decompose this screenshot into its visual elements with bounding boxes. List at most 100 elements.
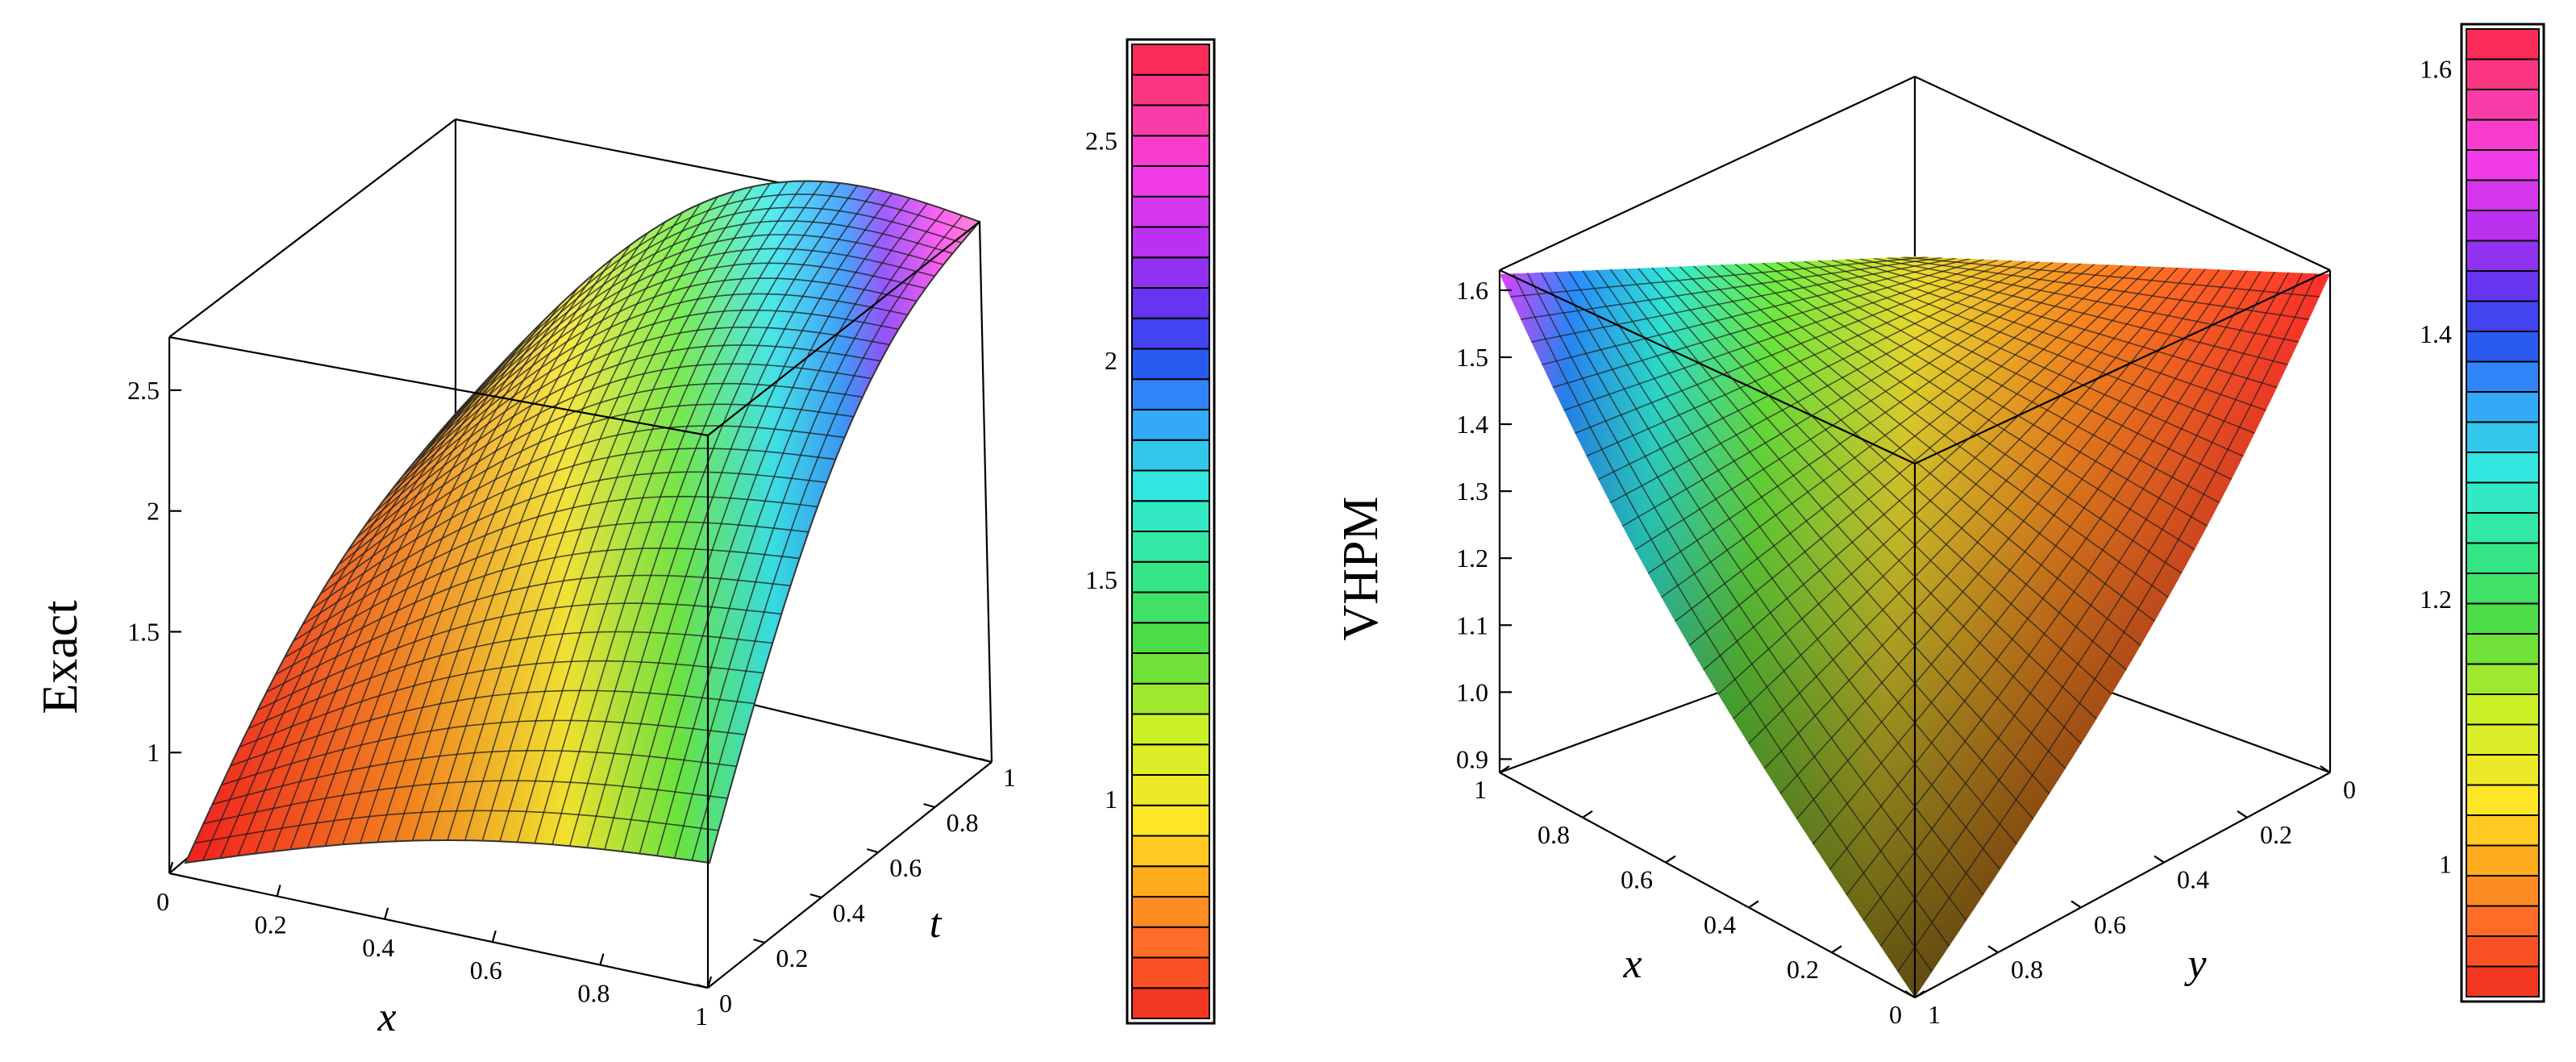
colorbar-cell [1131,256,1210,289]
colorbar-cell [1131,165,1210,198]
vhpm-x-tick-mark [1582,810,1593,818]
vhpm-y-tick-mark [2237,810,2248,818]
colorbar-cell [2466,391,2540,423]
vhpm-x-tick-mark [1748,900,1759,909]
vhpm-z-tick-label: 1.0 [1456,677,1488,706]
colorbar-cell [2466,149,2540,181]
colorbar-cell [2466,239,2540,272]
vhpm-y-tick-label: 0.2 [2260,820,2292,849]
exact-x-tick-label: 0 [156,887,169,916]
z-axis-label-vhpm: VHPM [1334,496,1388,640]
colorbar-cell [1131,865,1210,897]
colorbar-cell [2466,844,2540,877]
colorbar-cell [1131,409,1210,441]
vhpm-z-tick-label: 1.2 [1456,543,1488,573]
vhpm-y-tick-label: 0.8 [2011,955,2043,984]
colorbar-cell [1131,682,1210,715]
colorbar-cell [1131,774,1210,806]
colorbar-cell [1131,622,1210,654]
colorbar-tick-label: 2.5 [1085,127,1117,156]
exact-surface [185,181,980,863]
exact-t-tick-mark [696,983,709,989]
vhpm-x-tick-mark [1831,945,1842,954]
colorbar-cell [1131,500,1210,532]
exact-t-tick-mark [866,848,879,854]
plot1-ticks: 11.522.500.20.40.60.81 00.20.40.60.81 [127,376,1016,1031]
colorbar-cell [2466,633,2540,665]
colorbar-cell [2466,784,2540,816]
colorbar-cell [2466,723,2540,756]
plot2-front-frame [1499,269,2332,998]
exact-z-tick-label: 1 [147,738,160,767]
exact-t-tick-label: 0.4 [833,898,865,927]
exact-x-tick-label: 1 [695,1002,708,1031]
vhpm-x-tick-mark [1665,855,1676,864]
colorbar-cell [1131,956,1210,989]
colorbar-tick-label: 1.2 [2420,585,2452,614]
colorbar-cell [1131,835,1210,868]
colorbar-cell [1131,713,1210,746]
vhpm-z-tick-label: 1.3 [1456,477,1488,506]
colorbar-cell [2466,663,2540,695]
exact-t-tick-label: 0.8 [947,808,979,837]
vhpm-y-tick-mark [2320,765,2331,773]
colorbar-tick-label: 1.4 [2420,319,2452,348]
colorbar-vhpm: 1 1.2 1.4 1.6 [2420,23,2545,1003]
exact-surface-plot: 11.522.500.20.40.60.81 00.20.40.60.81 Exa… [33,118,1016,1040]
exact-z-tick-label: 1.5 [127,617,160,646]
colorbar-cell [2466,300,2540,332]
y-axis-label: y [2183,941,2207,987]
colorbar-cell [2466,814,2540,847]
colorbar-cell [2466,481,2540,514]
vhpm-z-tick-label: 1.5 [1456,343,1488,372]
colorbar-cell [2466,905,2540,937]
colorbar-cell [2466,421,2540,453]
vhpm-y-tick-mark [1904,990,1916,998]
colorbar-cell [1131,348,1210,381]
colorbar-cell [1131,469,1210,502]
exact-t-tick-mark [923,802,935,809]
x-axis-label: x [377,994,396,1040]
colorbar-cell [1131,378,1210,410]
t-axis-label: t [930,901,943,947]
colorbar-cell [1131,317,1210,350]
colorbar-cell [2466,119,2540,151]
colorbar-cell [1131,226,1210,259]
x-axis-label-2: x [1622,941,1642,987]
exact-z-tick-label: 2 [147,497,160,526]
colorbar-cell [1131,560,1210,593]
colorbar-tick-label: 1.5 [1085,565,1117,594]
exact-t-tick-mark [809,893,822,899]
colorbar-cell [1131,804,1210,837]
vhpm-x-tick-label: 0.6 [1621,865,1653,894]
vhpm-z-tick-label: 0.9 [1456,744,1488,773]
vhpm-z-tick-label: 1.4 [1456,410,1488,439]
colorbar-cell [2466,693,2540,726]
colorbar-cell [1131,44,1210,76]
exact-x-tick-mark [491,930,497,943]
z-axis-label-exact: Exact [33,600,88,714]
colorbar-cell [2466,452,2540,484]
vhpm-x-tick-mark [1499,765,1510,773]
exact-t-tick-label: 0.6 [889,853,922,882]
colorbar-cell [2466,573,2540,605]
vhpm-y-tick-label: 1 [1928,1000,1941,1029]
colorbar-cell [2466,28,2540,60]
colorbar-cell [1131,135,1210,167]
vhpm-y-tick-mark [2070,900,2082,909]
colorbar-cell [2466,935,2540,968]
colorbar-exact: 1 1.5 2 2.5 [1085,38,1216,1025]
exact-z-tick-label: 2.5 [127,376,160,405]
exact-x-tick-mark [706,976,713,989]
colorbar-cell [2466,89,2540,121]
colorbar-cell [1131,439,1210,472]
colorbar-cell [2466,875,2540,907]
vhpm-z-tick-label: 1.1 [1456,610,1488,639]
colorbar-cell [2466,965,2540,997]
colorbar-cell [2466,58,2540,90]
vhpm-y-tick-label: 0.4 [2177,865,2209,894]
colorbar-cell [1131,104,1210,137]
colorbar-tick-label: 1 [2439,850,2452,879]
exact-t-tick-mark [753,938,765,944]
vhpm-x-tick-label: 0.8 [1538,820,1570,849]
